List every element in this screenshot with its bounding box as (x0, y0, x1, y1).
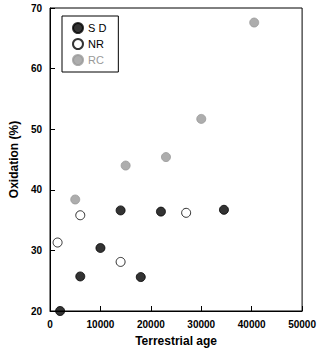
svg-text:RC: RC (88, 54, 104, 66)
svg-text:70: 70 (31, 3, 43, 14)
svg-text:50000: 50000 (288, 319, 316, 330)
svg-text:30000: 30000 (187, 319, 215, 330)
svg-text:40: 40 (31, 184, 43, 195)
svg-text:20000: 20000 (137, 319, 165, 330)
svg-text:30: 30 (31, 245, 43, 256)
svg-text:S D: S D (88, 22, 106, 34)
svg-text:40000: 40000 (238, 319, 266, 330)
svg-text:50: 50 (31, 124, 43, 135)
svg-text:20: 20 (31, 306, 43, 317)
svg-text:60: 60 (31, 63, 43, 74)
svg-text:10000: 10000 (87, 319, 115, 330)
svg-text:Oxidation (%): Oxidation (%) (7, 121, 21, 198)
svg-text:Terrestrial age: Terrestrial age (135, 334, 217, 348)
svg-text:NR: NR (88, 38, 104, 50)
svg-text:0: 0 (47, 319, 53, 330)
